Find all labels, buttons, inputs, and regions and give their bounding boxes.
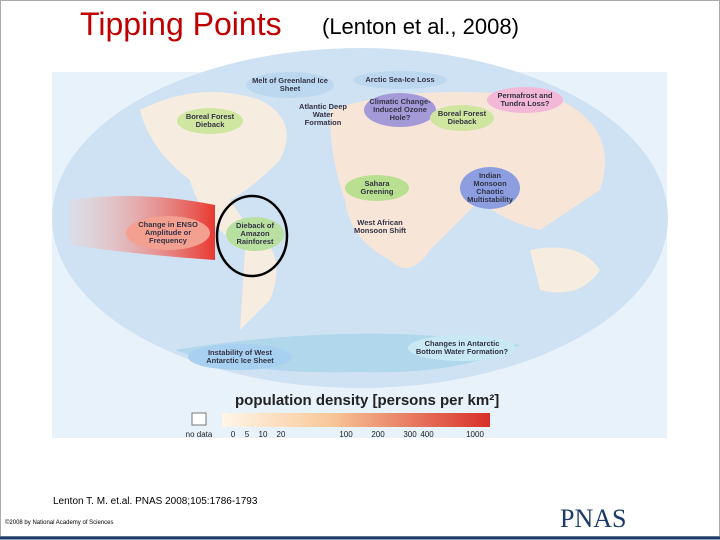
tipping-element-label: Atlantic Deep Water Formation [299,102,347,127]
australia [530,247,600,293]
tipping-element-label: Instability of West Antarctic Ice Sheet [188,344,292,370]
tipping-element-label: Indian Monsoon Chaotic Multistability [460,167,520,209]
tipping-element-label: Melt of Greenland Ice Sheet [246,72,334,98]
tipping-element-label: Boreal Forest Dieback [430,105,494,131]
legend-tick-label: 200 [371,430,385,439]
tipping-element-label: Changes in Antarctic Bottom Water Format… [408,335,516,361]
legend-tick-label: 0 [230,430,236,439]
tipping-element-label: Sahara Greening [345,175,409,201]
legend-tick-label: 5 [244,430,250,439]
tipping-element-label: Permafrost and Tundra Loss? [487,87,563,113]
tipping-element-label: West African Monsoon Shift [353,218,407,235]
subtitle: (Lenton et al., 2008) [322,14,519,39]
legend-title: population density [persons per km²] [235,392,500,409]
tipping-element-label: Dieback of Amazon Rainforest [226,217,284,251]
logo: PNAS [560,504,627,533]
citation: Lenton T. M. et.al. PNAS 2008;105:1786-1… [53,496,258,507]
legend-tick-label: 400 [420,430,434,439]
legend-tick-label: 20 [276,430,286,439]
legend-tick-label: no data [185,430,213,439]
amazon-highlight [215,194,289,278]
no-data-swatch [191,412,207,426]
tipping-element-label: Boreal Forest Dieback [177,108,243,134]
tipping-element-label: Change in ENSO Amplitude or Frequency [126,216,210,250]
tipping-element-label: Climatic Change-Induced Ozone Hole? [364,93,436,127]
legend-tick-label: 10 [258,430,268,439]
tipping-element-label: Arctic Sea-Ice Loss [353,71,447,89]
legend-tick-label: 300 [403,430,417,439]
copyright: ©2008 by National Academy of Sciences [5,520,114,526]
legend-tick-label: 100 [339,430,353,439]
title: Tipping Points [80,6,282,42]
colorbar [222,413,490,427]
legend-tick-label: 1000 [466,430,484,439]
